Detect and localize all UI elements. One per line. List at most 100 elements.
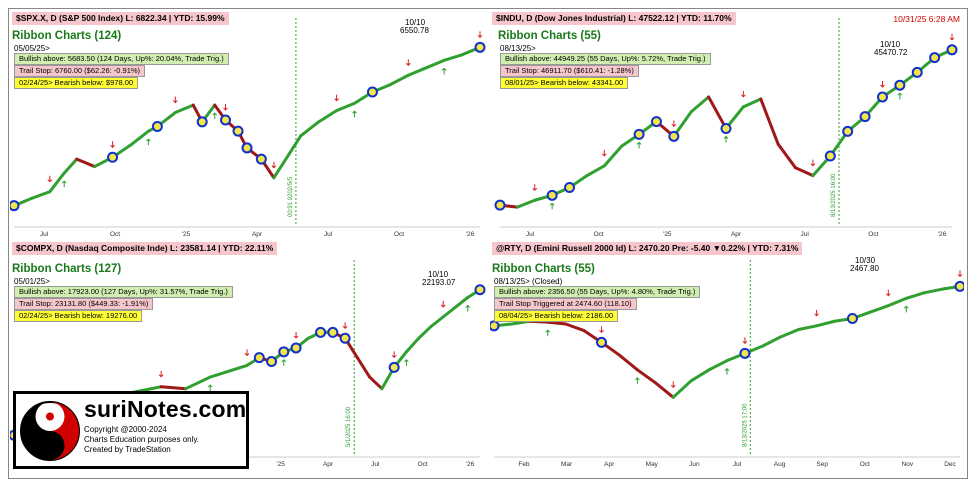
- x-tick-label: Jul: [371, 461, 380, 468]
- price-segment: [441, 305, 457, 319]
- logo-created-by: Created by TradeStation: [84, 445, 171, 454]
- signal-circle: [151, 121, 163, 132]
- indu-bullish-box: Bullish above: 44949.25 (55 Days, Up%: 5…: [500, 53, 711, 65]
- price-segment: [617, 353, 639, 372]
- sell-arrow: [814, 309, 819, 317]
- price-segment: [585, 164, 606, 178]
- sell-arrow: [172, 96, 178, 104]
- spx-header: $SPX.X, D (S&P 500 Index) L: 6822.34 | Y…: [12, 12, 229, 25]
- spx-trail-box: Trail Stop: 6760.00 ($62.26: -0.91%): [14, 65, 146, 77]
- x-tick-label: Oct: [868, 231, 878, 238]
- signal-circle: [232, 125, 244, 137]
- signal-vline-label: 5/1/2025 16:00: [346, 406, 352, 447]
- logo-purpose: Charts Education purposes only.: [84, 435, 200, 444]
- compx-header: $COMPX, D (Nasdaq Composite Inde) L: 235…: [12, 242, 278, 255]
- compx-ribbon-title: Ribbon Charts (127): [12, 263, 122, 275]
- x-tick-label: Jun: [689, 461, 700, 468]
- indu-peak-date: 10/10: [880, 40, 901, 49]
- signal-circle: [219, 114, 231, 126]
- price-segment: [779, 328, 801, 339]
- signal-circle: [876, 91, 888, 103]
- price-segment: [299, 120, 321, 138]
- signal-circle: [650, 116, 662, 128]
- x-tick-label: Apr: [604, 461, 615, 468]
- rty-trail-box: Trail Stop Triggered at 2474.60 (118.10): [494, 298, 637, 310]
- buy-arrow: [281, 359, 287, 366]
- buy-arrow: [635, 377, 640, 384]
- signal-circle: [339, 332, 351, 344]
- sell-arrow: [110, 141, 115, 148]
- sell-arrow: [742, 337, 748, 345]
- price-segment: [173, 103, 195, 115]
- x-tick-label: Sep: [816, 461, 828, 468]
- price-segment: [602, 144, 624, 168]
- x-tick-label: '25: [182, 231, 191, 238]
- x-tick-label: Mar: [561, 461, 573, 468]
- buy-arrow: [352, 110, 357, 118]
- price-segment: [281, 134, 303, 166]
- price-segment: [184, 375, 212, 391]
- price-segment: [453, 295, 470, 309]
- buy-arrow: [723, 135, 729, 143]
- rty-bearish-box: 08/04/25> Bearish below: 2186.00: [494, 310, 619, 322]
- price-segment: [635, 368, 657, 385]
- price-segment: [159, 385, 188, 391]
- signal-circle: [241, 142, 253, 154]
- signal-circle: [911, 66, 923, 78]
- signal-circle: [255, 153, 267, 165]
- buy-arrow: [903, 305, 909, 313]
- buy-arrow: [897, 92, 903, 100]
- indu-ribbon-title: Ribbon Charts (55): [498, 30, 601, 42]
- price-segment: [815, 319, 837, 328]
- sell-arrow: [949, 33, 955, 41]
- signal-circle: [490, 320, 500, 332]
- rty-ribbon-date: 08/13/25> (Closed): [494, 277, 563, 286]
- signal-circle: [946, 44, 958, 56]
- signal-circle: [494, 199, 506, 211]
- yin-yang-icon: [20, 401, 80, 461]
- surinotes-logo: suriNotes.com Copyright @2000-2024 Chart…: [13, 391, 249, 469]
- spx-ribbon-date: 05/05/25>: [14, 44, 50, 53]
- signal-circle: [929, 52, 941, 64]
- sell-arrow: [440, 300, 446, 308]
- sell-arrow: [880, 81, 885, 88]
- signal-circle: [388, 361, 400, 373]
- signal-circle: [253, 352, 265, 364]
- rty-peak-date: 10/30: [855, 256, 876, 265]
- buy-arrow: [61, 180, 67, 188]
- x-tick-label: '25: [276, 461, 285, 468]
- sell-arrow: [223, 103, 228, 111]
- price-segment: [429, 315, 445, 329]
- sell-arrow: [271, 161, 277, 169]
- signal-circle: [564, 181, 576, 193]
- price-segment: [135, 385, 163, 394]
- x-tick-label: '26: [938, 231, 947, 238]
- x-tick-label: May: [646, 461, 659, 468]
- signal-circle: [474, 41, 486, 53]
- compx-peak-value: 22193.07: [422, 278, 456, 287]
- rty-bullish-box: Bullish above: 2356.50 (55 Days, Up%: 4.…: [494, 286, 701, 298]
- signal-vline-label: 8/13/2025 17:00: [742, 403, 748, 447]
- x-tick-label: '26: [466, 231, 475, 238]
- price-segment: [406, 66, 428, 77]
- logo-copyright: Copyright @2000-2024: [84, 425, 167, 434]
- buy-arrow: [212, 112, 218, 120]
- price-segment: [689, 95, 711, 114]
- signal-circle: [596, 336, 608, 348]
- indu-peak-value: 45470.72: [874, 48, 908, 57]
- price-segment: [759, 97, 780, 146]
- signal-circle: [10, 200, 20, 212]
- x-tick-label: Apr: [731, 231, 742, 238]
- signal-circle: [894, 79, 906, 91]
- price-segment: [797, 324, 819, 331]
- spx-ribbon-title: Ribbon Charts (124): [12, 30, 122, 42]
- sell-arrow: [334, 94, 339, 102]
- signal-circle: [720, 122, 732, 134]
- chart-panel-spx: 00:91 9202/5/5 Jul Oct '25 Apr Jul Oct '26 $SPX…: [10, 10, 488, 238]
- spx-bullish-box: Bullish above: 5683.50 (124 Days, Up%: 2…: [14, 53, 229, 65]
- price-segment: [62, 157, 79, 175]
- price-segment: [233, 363, 249, 371]
- signal-circle: [668, 130, 680, 142]
- x-tick-label: Jul: [526, 231, 535, 238]
- price-segment: [30, 190, 52, 200]
